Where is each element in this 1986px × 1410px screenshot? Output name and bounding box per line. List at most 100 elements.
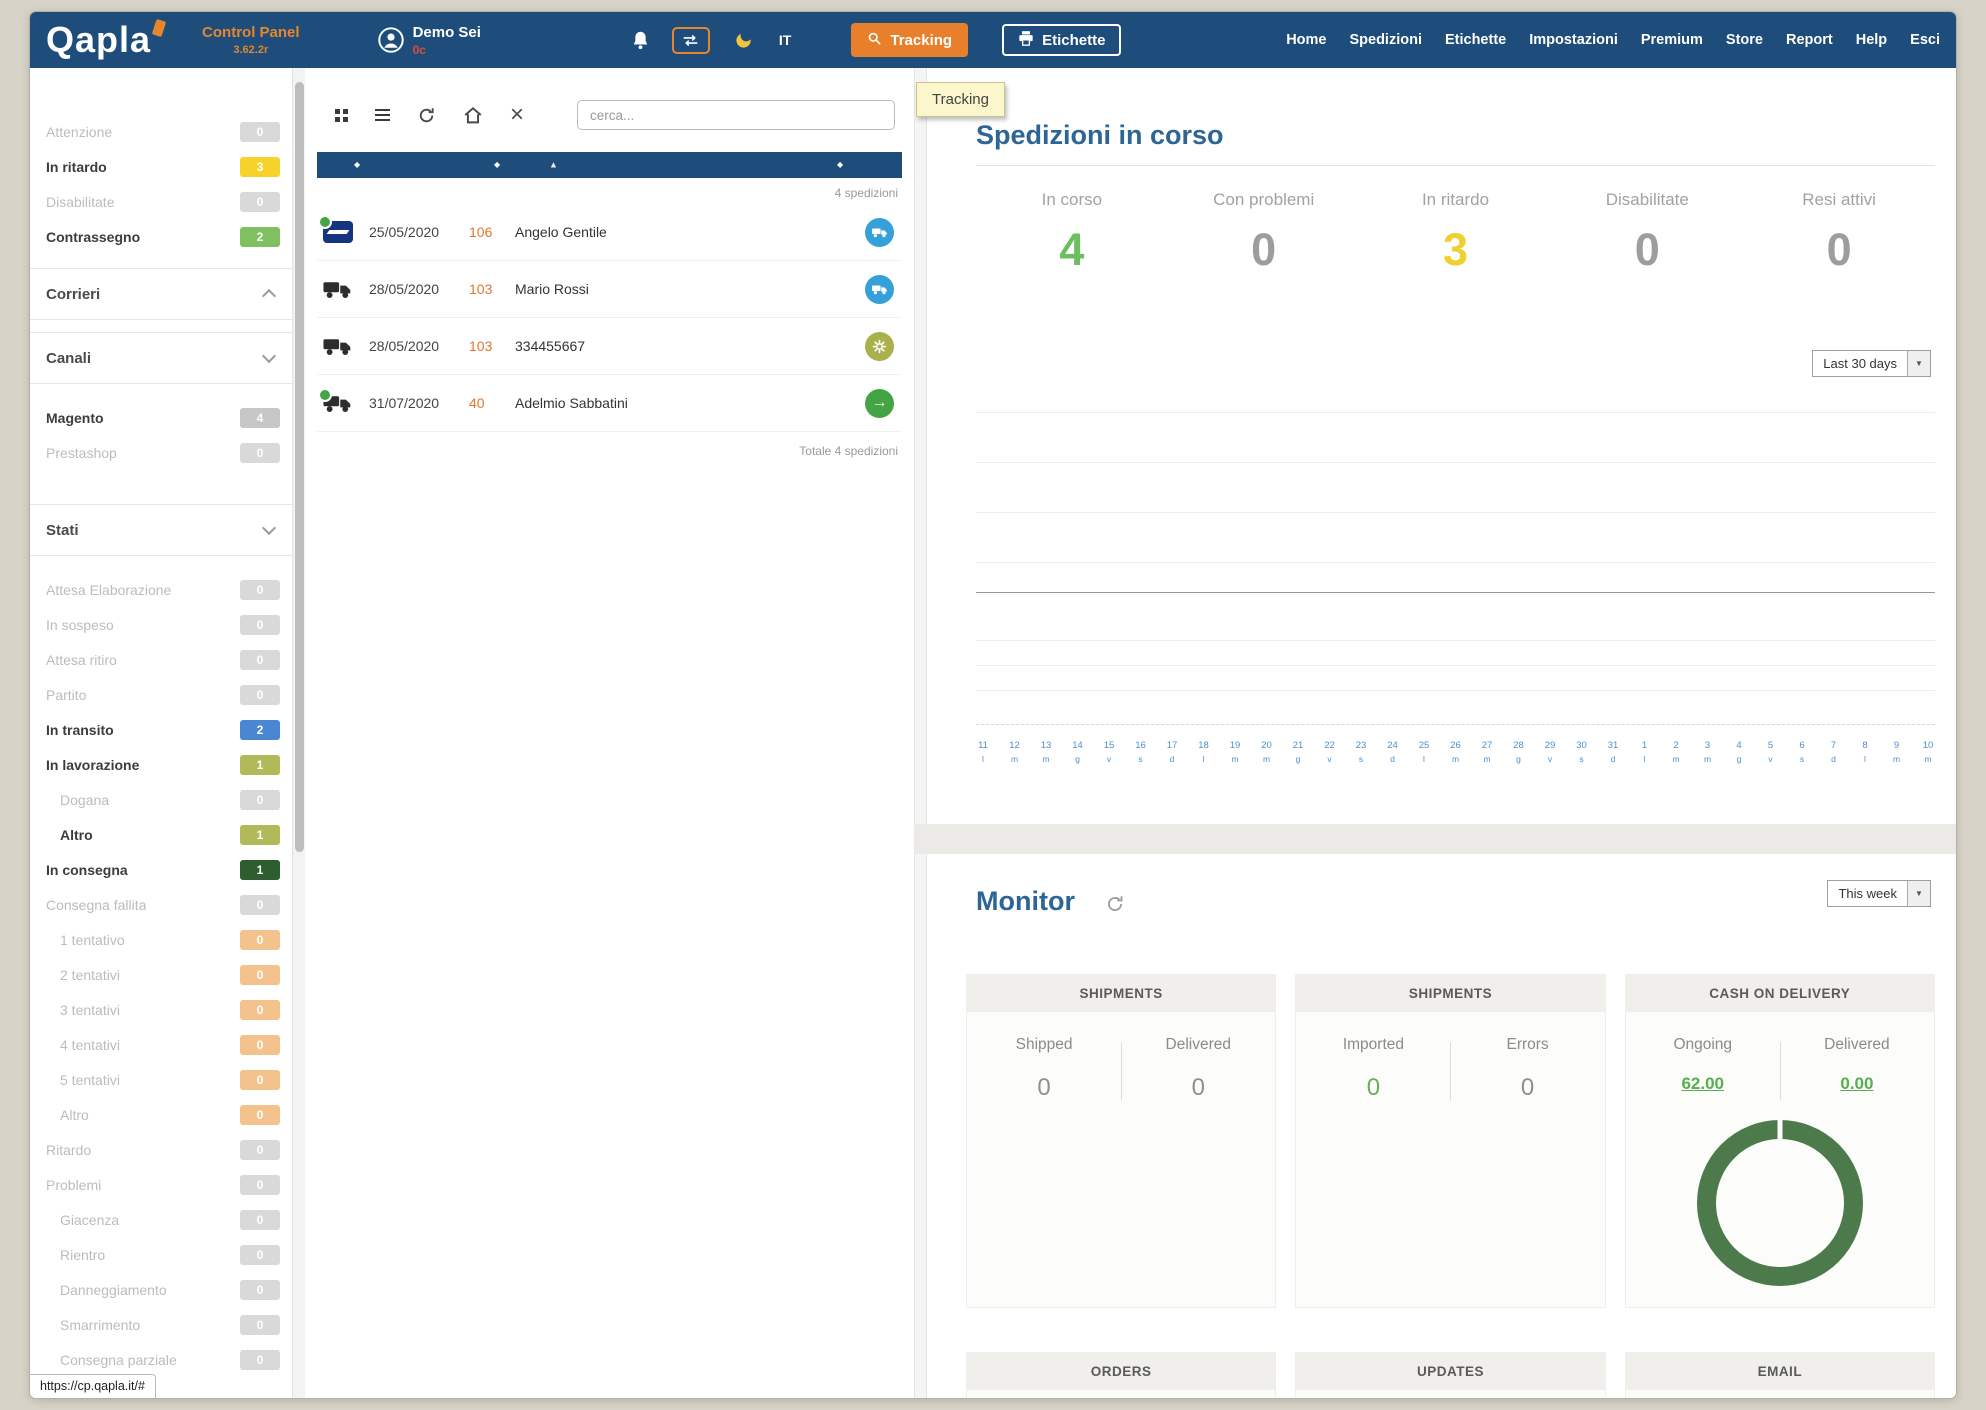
shipment-row[interactable]: 28/05/2020 103 334455667 (317, 318, 902, 375)
filters-sidebar: Attenzione 0 In ritardo 3 Disabilitate 0… (30, 68, 292, 1398)
sidebar-filter-problemi[interactable]: Problemi 0 (30, 1167, 292, 1202)
nav-link-esci[interactable]: Esci (1910, 32, 1940, 48)
section-corrieri[interactable]: Corrieri (30, 268, 292, 320)
sidebar-filter-contrassegno[interactable]: Contrassegno 2 (30, 219, 292, 254)
sort-asc-icon[interactable]: ▲ (549, 159, 558, 170)
section-canali[interactable]: Canali (30, 332, 292, 384)
sort-icon[interactable]: ◆ (354, 160, 361, 169)
language-selector[interactable]: IT (778, 32, 792, 48)
cod-delivered-link[interactable]: 0.00 (1840, 1074, 1874, 1093)
grid-view-icon[interactable] (335, 108, 348, 122)
sidebar-filter-2-tentativi[interactable]: 2 tentativi 0 (30, 957, 292, 992)
ship-id: 40 (469, 395, 485, 411)
sidebar-filter-in-sospeso[interactable]: In sospeso 0 (30, 607, 292, 642)
dark-mode-moon-icon[interactable] (732, 28, 755, 51)
sidebar-filter-3-tentativi[interactable]: 3 tentativi 0 (30, 992, 292, 1027)
scrollbar-thumb[interactable] (295, 82, 304, 852)
home-icon[interactable] (463, 106, 483, 124)
stat-label: In ritardo (1421, 190, 1490, 209)
date-range-select[interactable]: Last 30 days ▼ (1812, 350, 1931, 377)
status-in-transit-icon[interactable] (865, 217, 894, 247)
control-panel-label: Control Panel 3.62.2r (202, 24, 300, 56)
col-label: Errors (1506, 1036, 1549, 1053)
status-in-transit-icon[interactable] (865, 274, 894, 304)
nav-link-help[interactable]: Help (1855, 32, 1888, 48)
shipment-row[interactable]: 25/05/2020 106 Angelo Gentile (317, 204, 902, 261)
nav-link-home[interactable]: Home (1286, 32, 1327, 48)
cod-ongoing-link[interactable]: 62.00 (1681, 1074, 1725, 1093)
printer-icon (1018, 30, 1034, 50)
sort-icon[interactable]: ◆ (837, 160, 844, 169)
shipment-row[interactable]: 31/07/2020 40 Adelmio Sabbatini → (317, 375, 902, 432)
sidebar-filter-magento[interactable]: Magento 4 (30, 400, 292, 435)
refresh-icon[interactable] (417, 106, 436, 125)
sidebar-filter-attenzione[interactable]: Attenzione 0 (30, 114, 292, 149)
sidebar-filter-4-tentativi[interactable]: 4 tentativi 0 (30, 1027, 292, 1062)
list-view-icon[interactable] (375, 109, 390, 121)
sidebar-filter-smarrimento[interactable]: Smarrimento 0 (30, 1307, 292, 1342)
monitor-card-shipments: SHIPMENTS Shipped 0 Delivered 0 (966, 974, 1277, 1308)
count-badge: 2 (240, 226, 280, 247)
sidebar-filter-altro[interactable]: Altro 0 (30, 1097, 292, 1132)
sidebar-filter-rientro[interactable]: Rientro 0 (30, 1237, 292, 1272)
sidebar-filter-prestashop[interactable]: Prestashop 0 (30, 435, 292, 470)
status-forward-icon[interactable]: → (865, 388, 894, 418)
stat-label: Con problemi (1213, 190, 1315, 209)
sidebar-filter-ritardo[interactable]: Ritardo 0 (30, 1132, 292, 1167)
filter-label: Consegna fallita (46, 896, 147, 913)
filter-label: Giacenza (60, 1211, 120, 1228)
notifications-bell-icon[interactable] (631, 30, 650, 51)
sidebar-filter-1-tentativo[interactable]: 1 tentativo 0 (30, 922, 292, 957)
sidebar-filter-consegna-fallita[interactable]: Consegna fallita 0 (30, 887, 292, 922)
sidebar-scrollbar[interactable] (292, 68, 305, 1398)
sidebar-filter-danneggiamento[interactable]: Danneggiamento 0 (30, 1272, 292, 1307)
qapla-logo[interactable]: Qapla (46, 18, 167, 58)
list-scrollbar[interactable] (914, 68, 927, 1398)
filter-label: 5 tentativi (60, 1071, 120, 1088)
cod-donut-chart (1696, 1120, 1863, 1286)
sidebar-filter-attesa-elaborazione[interactable]: Attesa Elaborazione 0 (30, 572, 292, 607)
nav-link-premium[interactable]: Premium (1640, 32, 1703, 48)
ship-recipient: 334455667 (515, 338, 586, 354)
ship-recipient: Mario Rossi (515, 281, 589, 297)
sidebar-filter-disabilitate[interactable]: Disabilitate 0 (30, 184, 292, 219)
sidebar-filter-in-transito[interactable]: In transito 2 (30, 712, 292, 747)
sidebar-filter-in-lavorazione[interactable]: In lavorazione 1 (30, 747, 292, 782)
sidebar-filter-consegna-parziale[interactable]: Consegna parziale 0 (30, 1342, 292, 1377)
card-header: EMAIL (1625, 1353, 1934, 1390)
user-menu[interactable]: Demo Sei 0c (377, 24, 481, 57)
nav-link-spedizioni[interactable]: Spedizioni (1349, 32, 1422, 48)
status-processing-icon[interactable] (865, 331, 894, 361)
week-range-select[interactable]: This week ▼ (1827, 880, 1931, 907)
sidebar-filter-in-ritardo[interactable]: In ritardo 3 (30, 149, 292, 184)
sidebar-filter-in-consegna[interactable]: In consegna 1 (30, 852, 292, 887)
monitor-refresh-icon[interactable] (1105, 894, 1125, 919)
sidebar-filter-5-tentativi[interactable]: 5 tentativi 0 (30, 1062, 292, 1097)
labels-button[interactable]: Etichette (1002, 24, 1122, 56)
sidebar-filter-attesa-ritiro[interactable]: Attesa ritiro 0 (30, 642, 292, 677)
stat-in-ritardo: In ritardo 3 (1360, 190, 1552, 276)
filter-label: Rientro (60, 1246, 106, 1263)
nav-link-store[interactable]: Store (1725, 32, 1763, 48)
sidebar-filter-dogana[interactable]: Dogana 0 (30, 782, 292, 817)
switch-arrows-icon[interactable] (671, 26, 710, 54)
col-label: Shipped (1015, 1036, 1073, 1053)
nav-link-etichette[interactable]: Etichette (1444, 32, 1507, 48)
section-stati[interactable]: Stati (30, 504, 292, 556)
sidebar-filter-altro[interactable]: Altro 1 (30, 817, 292, 852)
nav-link-report[interactable]: Report (1786, 32, 1833, 48)
tracking-tooltip: Tracking (916, 82, 1005, 117)
search-input[interactable] (577, 100, 896, 130)
nav-link-impostazioni[interactable]: Impostazioni (1529, 32, 1618, 48)
sidebar-filter-partito[interactable]: Partito 0 (30, 677, 292, 712)
sidebar-filter-giacenza[interactable]: Giacenza 0 (30, 1202, 292, 1237)
dashboard-title: Spedizioni in corso (976, 120, 1224, 150)
sort-icon[interactable]: ◆ (494, 160, 501, 169)
shipment-row[interactable]: 28/05/2020 103 Mario Rossi (317, 261, 902, 318)
close-icon[interactable]: × (510, 101, 525, 128)
col-value: 0 (1037, 1074, 1051, 1101)
gridline (976, 690, 1935, 691)
count-badge: 0 (240, 442, 280, 463)
filter-label: Prestashop (46, 444, 117, 461)
tracking-button[interactable]: Tracking (851, 23, 969, 57)
